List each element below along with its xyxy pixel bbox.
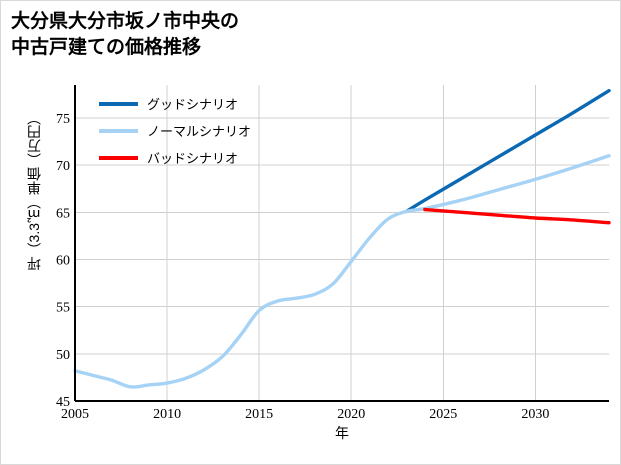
legend-label: ノーマルシナリオ [147,124,251,139]
x-tick-label: 2020 [337,407,365,422]
y-axis-tick-labels: 45 50 55 60 65 70 75 [56,112,70,410]
y-tick-label: 65 [56,206,70,221]
legend-label: グッドシナリオ [147,97,238,112]
y-axis-title-text: 坪（3.3㎡）単価（万円） [26,111,42,271]
x-tick-label: 2010 [153,407,181,422]
y-tick-label: 70 [56,159,70,174]
series-lines [73,88,611,389]
x-tick-label: 2005 [61,407,89,422]
x-tick-label: 2025 [429,407,457,422]
y-tick-label: 60 [56,254,70,269]
y-tick-label: 75 [56,112,70,127]
x-tick-label: 2015 [245,407,273,422]
x-axis-title: 年 [335,425,349,441]
series-line [404,88,611,214]
y-tick-label: 55 [56,301,70,316]
y-tick-label: 50 [56,348,70,363]
y-tick-label: 45 [56,395,70,410]
x-axis-tick-labels: 2005 2010 2015 2020 2025 2030 [61,407,549,422]
series-line [423,207,611,225]
page-title: 大分県大分市坂ノ市中央の 中古戸建ての価格推移 [11,11,240,58]
series-line [73,154,611,389]
legend-label: バッドシナリオ [147,151,238,166]
y-axis-title: 坪（3.3㎡）単価（万円） [23,111,45,391]
x-tick-label: 2030 [521,407,549,422]
